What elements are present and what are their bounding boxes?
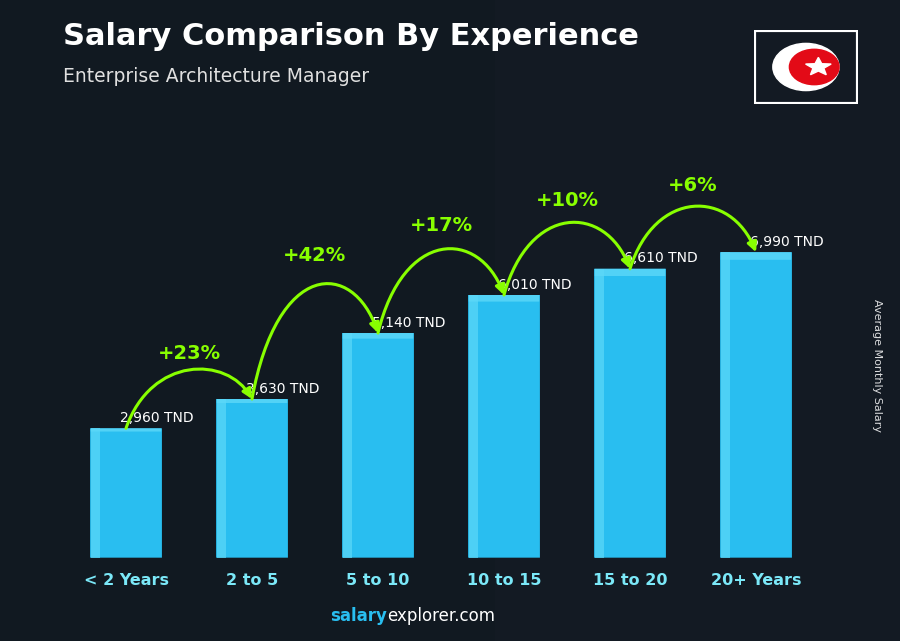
Bar xyxy=(92,428,100,558)
Text: 6,010 TND: 6,010 TND xyxy=(498,278,572,292)
FancyArrowPatch shape xyxy=(252,283,378,399)
Text: +42%: +42% xyxy=(284,246,346,265)
FancyArrowPatch shape xyxy=(504,222,630,295)
Bar xyxy=(721,252,730,558)
Text: 15 to 20: 15 to 20 xyxy=(593,573,667,588)
FancyBboxPatch shape xyxy=(594,269,666,558)
Circle shape xyxy=(789,49,839,85)
Text: 20+ Years: 20+ Years xyxy=(711,573,801,588)
Text: Enterprise Architecture Manager: Enterprise Architecture Manager xyxy=(63,67,369,87)
Text: 6,990 TND: 6,990 TND xyxy=(750,235,824,249)
Text: 2,960 TND: 2,960 TND xyxy=(120,411,194,425)
FancyArrowPatch shape xyxy=(126,369,250,428)
Text: 5 to 10: 5 to 10 xyxy=(346,573,410,588)
Text: +10%: +10% xyxy=(536,191,598,210)
FancyBboxPatch shape xyxy=(342,333,414,558)
FancyBboxPatch shape xyxy=(595,269,665,276)
FancyBboxPatch shape xyxy=(91,428,161,431)
Bar xyxy=(217,399,226,558)
FancyBboxPatch shape xyxy=(720,252,792,558)
FancyBboxPatch shape xyxy=(343,333,413,338)
Text: explorer.com: explorer.com xyxy=(387,607,495,625)
Circle shape xyxy=(773,44,839,90)
FancyBboxPatch shape xyxy=(721,252,791,260)
FancyBboxPatch shape xyxy=(217,399,287,403)
FancyBboxPatch shape xyxy=(90,428,162,558)
Text: Salary Comparison By Experience: Salary Comparison By Experience xyxy=(63,22,639,51)
FancyBboxPatch shape xyxy=(469,295,539,301)
Text: < 2 Years: < 2 Years xyxy=(84,573,168,588)
Bar xyxy=(469,295,478,558)
Polygon shape xyxy=(806,58,832,75)
Text: 10 to 15: 10 to 15 xyxy=(467,573,541,588)
Bar xyxy=(343,333,352,558)
Text: 6,610 TND: 6,610 TND xyxy=(624,251,698,265)
Bar xyxy=(495,0,900,641)
Text: +17%: +17% xyxy=(410,216,472,235)
FancyArrowPatch shape xyxy=(630,206,755,269)
Text: +23%: +23% xyxy=(158,344,220,363)
Text: +6%: +6% xyxy=(668,176,718,196)
Text: 2 to 5: 2 to 5 xyxy=(226,573,278,588)
Text: Average Monthly Salary: Average Monthly Salary xyxy=(872,299,883,432)
FancyBboxPatch shape xyxy=(216,399,288,558)
Bar xyxy=(595,269,604,558)
Text: salary: salary xyxy=(330,607,387,625)
FancyArrowPatch shape xyxy=(378,249,504,333)
Text: 5,140 TND: 5,140 TND xyxy=(372,315,446,329)
FancyBboxPatch shape xyxy=(468,295,540,558)
Text: 3,630 TND: 3,630 TND xyxy=(246,381,320,395)
